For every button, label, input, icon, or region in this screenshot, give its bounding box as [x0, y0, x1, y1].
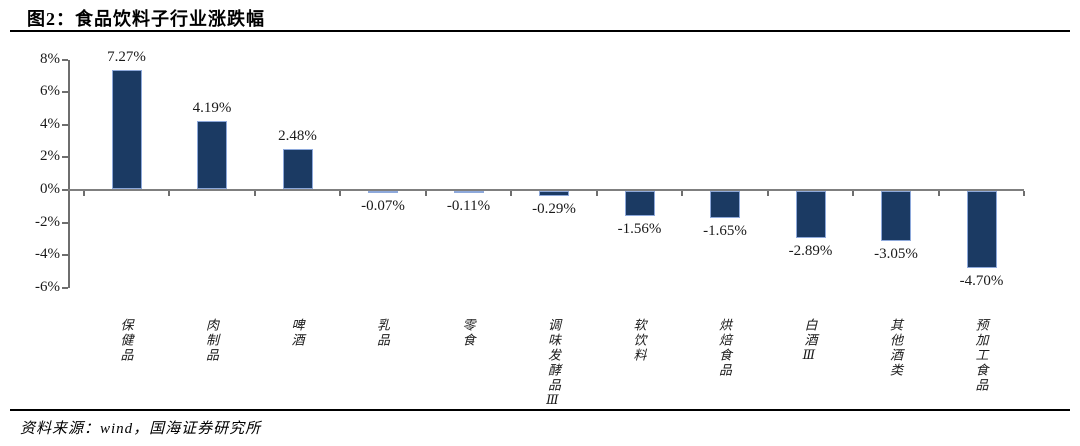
y-axis-label: -4%	[35, 246, 60, 263]
x-axis-tick	[595, 191, 598, 196]
category-label: 预加工食品	[973, 318, 989, 393]
x-axis-tick	[852, 191, 855, 196]
x-axis-tick	[510, 191, 513, 196]
y-axis-label: 8%	[40, 50, 60, 67]
bar	[795, 191, 826, 239]
chart-area: 8% 6% 4% 2% 0% -2% -4% -6% 7.27% 保健品 4.19% 肉制品 2.48%…	[0, 31, 1080, 410]
bar	[966, 191, 997, 268]
bar-value-label: -1.65%	[703, 222, 747, 239]
y-axis-tick	[62, 286, 68, 289]
bar-value-label: -0.07%	[361, 197, 405, 214]
bar-value-label: 2.48%	[278, 127, 317, 144]
bar-value-label: 7.27%	[107, 49, 146, 66]
category-label: 调味发酵品Ⅲ	[545, 318, 561, 410]
x-axis-tick	[424, 191, 427, 196]
bar-value-label: -0.11%	[446, 197, 491, 214]
bar	[111, 70, 142, 189]
bar	[539, 191, 569, 196]
category-label: 零食	[460, 318, 476, 348]
bar	[710, 191, 740, 218]
x-axis-line	[68, 189, 1024, 191]
figure-title: 图2：食品饮料子行业涨跌幅	[27, 9, 265, 29]
y-axis-tick	[62, 156, 68, 159]
category-label: 肉制品	[203, 318, 219, 363]
bar-value-label: -2.89%	[788, 243, 833, 260]
x-axis-tick	[168, 191, 171, 196]
category-label: 啤酒	[289, 318, 305, 348]
x-axis-tick	[766, 191, 769, 196]
x-axis-tick	[937, 191, 940, 196]
x-axis-tick	[681, 191, 684, 196]
category-label: 其他酒类	[887, 318, 903, 378]
bar-value-label: -0.29%	[532, 200, 576, 217]
category-label: 保健品	[118, 318, 134, 363]
y-axis-label: 2%	[40, 148, 60, 165]
bar-value-label: 4.19%	[192, 99, 232, 116]
y-axis-tick	[62, 58, 68, 61]
y-axis-label: 0%	[40, 181, 60, 197]
bar-value-label: -1.56%	[617, 221, 662, 238]
category-label: 软饮料	[631, 318, 647, 363]
y-axis-tick	[62, 254, 68, 257]
bar	[197, 120, 227, 189]
bar	[624, 191, 655, 217]
source-note: 资料来源：wind，国海证券研究所	[20, 421, 262, 437]
x-axis-tick	[1023, 191, 1026, 196]
bar	[282, 148, 313, 189]
title-divider	[10, 30, 1070, 32]
bar-value-label: -4.70%	[959, 272, 1004, 289]
y-axis-tick	[62, 91, 68, 94]
category-label: 烘焙食品	[716, 318, 732, 378]
bar-value-label: -3.05%	[874, 245, 918, 262]
x-axis-tick	[339, 191, 342, 196]
y-axis-label: -6%	[35, 278, 60, 295]
bar	[881, 191, 911, 241]
y-axis-tick	[62, 189, 68, 191]
category-label: 乳品	[374, 318, 390, 348]
x-axis-tick	[253, 191, 256, 196]
y-axis-label: -2%	[35, 213, 60, 230]
y-axis-line	[68, 59, 70, 288]
y-axis-tick	[62, 221, 68, 224]
x-axis-tick	[82, 191, 85, 196]
y-axis-tick	[62, 123, 68, 126]
bar	[453, 191, 484, 193]
bar	[368, 191, 398, 193]
y-axis-label: 6%	[40, 83, 60, 100]
footer-divider	[10, 409, 1070, 411]
y-axis-label: 4%	[40, 115, 60, 132]
category-label: 白酒Ⅲ	[802, 318, 818, 365]
